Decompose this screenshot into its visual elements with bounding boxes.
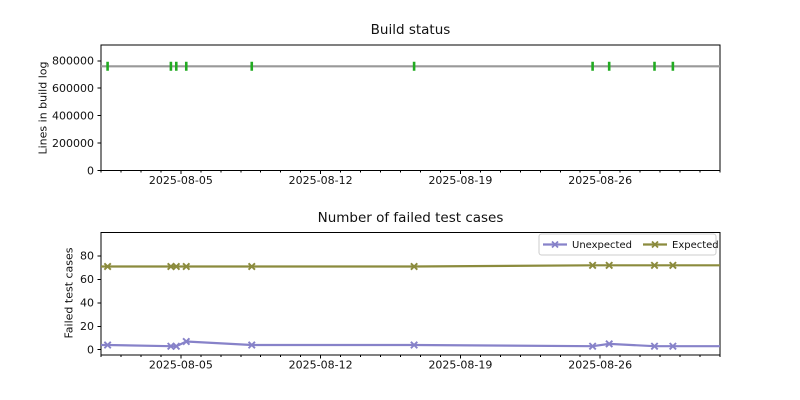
plot2-y-tick-label: 0 (87, 344, 94, 357)
plot2-marker-x (650, 261, 659, 270)
plot2-marker-x (247, 341, 256, 349)
plot1-y-tick-label: 0 (87, 164, 94, 177)
plot2-marker-x (172, 342, 181, 351)
plot2-x-tick-label: 2025-08-19 (428, 359, 492, 372)
plot2-title: Number of failed test cases (317, 210, 504, 226)
plot2-series-line-unexpected (101, 340, 720, 348)
plot2-marker-x (247, 262, 256, 271)
plot2-series-line-expected (101, 264, 720, 268)
plot2-y-tick-label: 40 (80, 297, 94, 310)
plot2-marker-x (669, 342, 677, 351)
plot2-marker-x (172, 262, 181, 271)
plot1-y-tick-label: 800000 (52, 55, 94, 68)
plot2-y-tick-label: 20 (80, 320, 94, 333)
legend-box (538, 233, 717, 256)
plot2-marker-x (103, 262, 112, 271)
plot2-marker-x (588, 342, 597, 351)
plot1-x-tick-label: 2025-08-19 (428, 174, 492, 187)
legend-marker-x (551, 240, 559, 249)
plot1-title: Build status (370, 22, 451, 38)
plot1-y-tick-label: 600000 (52, 82, 94, 95)
plot2-marker-x (650, 342, 659, 351)
plot2-marker-x (182, 337, 191, 346)
legend-label-expected: Expected (672, 240, 719, 251)
plot1-y-tick-label: 400000 (52, 109, 94, 122)
plot1-x-tick-label: 2025-08-12 (289, 174, 353, 187)
plot2-marker-x (410, 341, 418, 349)
plot1-axes-frame (100, 44, 721, 171)
plot2-marker-x (103, 341, 112, 349)
plot2-marker-x (410, 262, 418, 271)
plot2-x-tick-label: 2025-08-12 (289, 359, 353, 372)
legend-marker-x (651, 240, 659, 249)
plot1-x-tick-label: 2025-08-26 (568, 174, 632, 187)
plot2-y-tick-label: 80 (80, 250, 94, 263)
plot2-marker-x (605, 339, 614, 348)
plot2-x-tick-label: 2025-08-26 (568, 359, 632, 372)
plot2-marker-x (605, 261, 614, 270)
plot2-marker-x (182, 262, 191, 271)
plot2-marker-x (588, 261, 597, 270)
plot1-y-tick-label: 200000 (52, 137, 94, 150)
legend-label-unexpected: Unexpected (572, 240, 632, 251)
plot2-y-tick-label: 60 (80, 273, 94, 286)
plot1-x-tick-label: 2025-08-05 (149, 174, 213, 187)
plot2-marker-x (669, 261, 677, 270)
plot2-x-tick-label: 2025-08-05 (149, 359, 213, 372)
